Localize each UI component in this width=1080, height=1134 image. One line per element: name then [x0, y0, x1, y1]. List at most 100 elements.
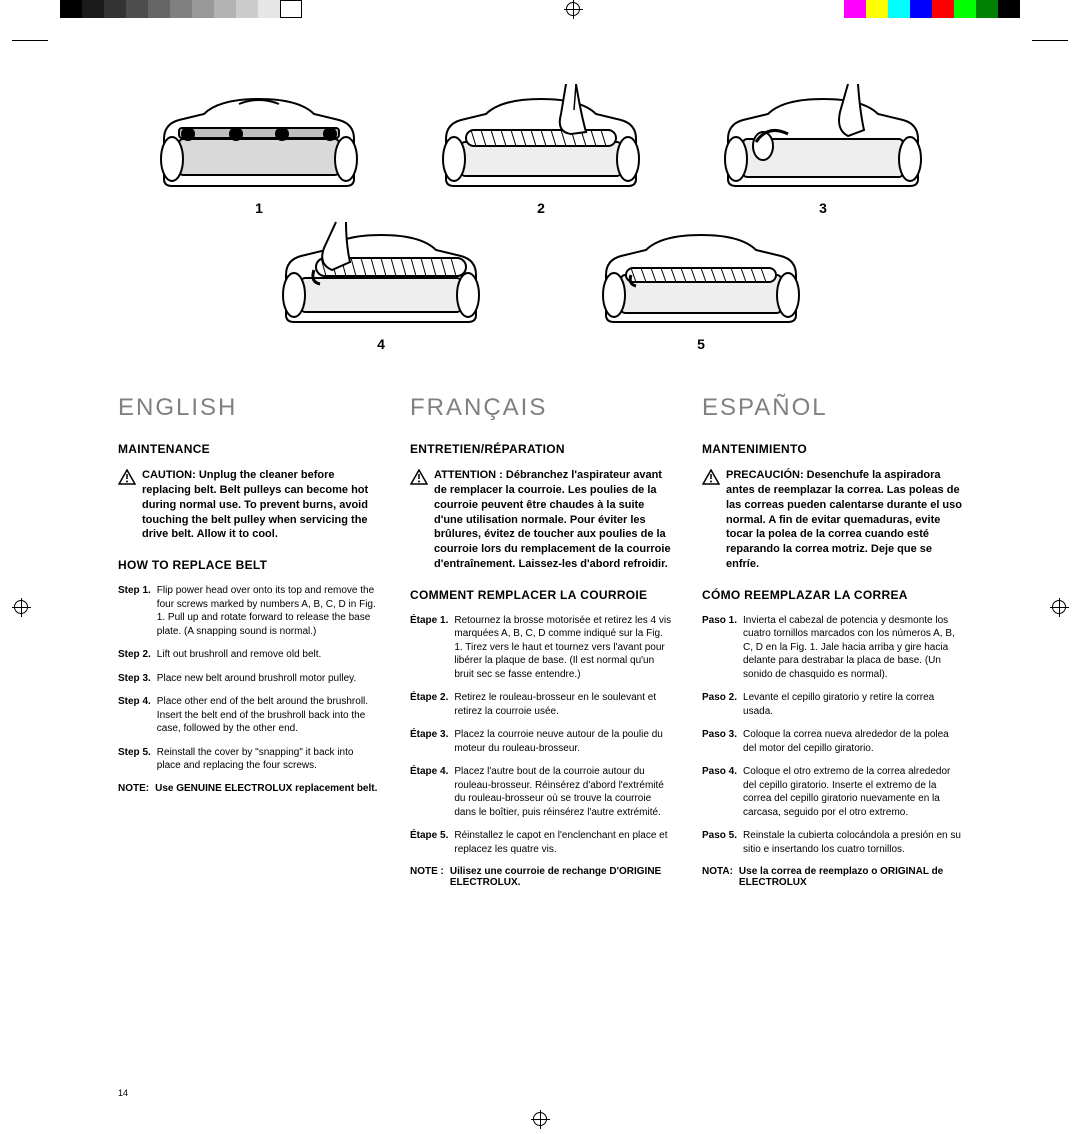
step-label: Étape 3. [410, 728, 448, 755]
step-item: Étape 3.Placez la courroie neuve autour … [410, 728, 672, 755]
step-text: Place other end of the belt around the b… [157, 695, 380, 736]
caution-block: CAUTION: Unplug the cleaner before repla… [118, 468, 380, 542]
note-block: NOTA: Use la correa de reemplazo o ORIGI… [702, 866, 964, 888]
step-item: Paso 4.Coloque el otro extremo de la cor… [702, 765, 964, 819]
note-block: NOTE: Use GENUINE ELECTROLUX replacement… [118, 783, 380, 794]
section-heading: MAINTENANCE [118, 442, 380, 456]
step-label: Étape 4. [410, 765, 448, 819]
warning-icon [118, 469, 136, 485]
step-label: Étape 1. [410, 614, 448, 682]
step-label: Paso 5. [702, 829, 737, 856]
figure-number: 2 [537, 200, 545, 216]
step-text: Reinstale la cubierta colocándola a pres… [743, 829, 964, 856]
step-label: Étape 2. [410, 691, 448, 718]
lang-heading: FRANÇAIS [410, 394, 672, 422]
note-block: NOTE : Uilisez une courroie de rechange … [410, 866, 672, 888]
column-francais: FRANÇAIS ENTRETIEN/RÉPARATION ATTENTION … [410, 394, 672, 888]
section-heading: HOW TO REPLACE BELT [118, 558, 380, 572]
svg-text:C: C [279, 130, 285, 139]
step-text: Lift out brushroll and remove old belt. [157, 648, 380, 662]
note-label: NOTA: [702, 866, 733, 888]
step-text: Coloque la correa nueva alrededor de la … [743, 728, 964, 755]
crop-mark [1032, 40, 1068, 41]
step-text: Invierta el cabezal de potencia y desmon… [743, 614, 964, 682]
step-item: Paso 1.Invierta el cabezal de potencia y… [702, 614, 964, 682]
step-label: Step 5. [118, 746, 151, 773]
figure-5: 5 [586, 220, 816, 352]
figure-number: 3 [819, 200, 827, 216]
caution-text: PRECAUCIÓN: Desenchufe la aspiradora ant… [726, 468, 964, 572]
column-english: ENGLISH MAINTENANCE CAUTION: Unplug the … [118, 394, 380, 888]
caution-text: CAUTION: Unplug the cleaner before repla… [142, 468, 380, 542]
figure-area: A B C D 1 [118, 84, 964, 386]
figure-number: 1 [255, 200, 263, 216]
registration-mark-right [1052, 600, 1066, 614]
step-label: Paso 2. [702, 691, 737, 718]
note-label: NOTE: [118, 783, 149, 794]
note-text: Use la correa de reemplazo o ORIGINAL de… [739, 866, 964, 888]
svg-text:A: A [185, 130, 191, 139]
svg-text:D: D [327, 130, 333, 139]
column-espanol: ESPAÑOL MANTENIMIENTO PRECAUCIÓN: Desenc… [702, 394, 964, 888]
step-item: Paso 3.Coloque la correa nueva alrededor… [702, 728, 964, 755]
step-text: Levante el cepillo giratorio y retire la… [743, 691, 964, 718]
lang-heading: ESPAÑOL [702, 394, 964, 422]
step-text: Flip power head over onto its top and re… [157, 584, 380, 638]
step-item: Step 2. Lift out brushroll and remove old… [118, 648, 380, 662]
step-label: Paso 1. [702, 614, 737, 682]
step-item: Step 4.Place other end of the belt aroun… [118, 695, 380, 736]
figure-4: 4 [266, 220, 496, 352]
section-heading: ENTRETIEN/RÉPARATION [410, 442, 672, 456]
step-item: Paso 5.Reinstale la cubierta colocándola… [702, 829, 964, 856]
step-text: Place new belt around brushroll motor pu… [157, 672, 380, 686]
step-item: Étape 1.Retournez la brosse motorisée et… [410, 614, 672, 682]
step-item: Étape 2.Retirez le rouleau-brosseur en l… [410, 691, 672, 718]
figure-number: 4 [377, 336, 385, 352]
step-item: Step 1.Flip power head over onto its top… [118, 584, 380, 638]
step-label: Paso 4. [702, 765, 737, 819]
steps-list: Step 1.Flip power head over onto its top… [118, 584, 380, 773]
figure-2: 2 [426, 84, 656, 216]
step-text: Réinstallez le capot en l'enclenchant en… [454, 829, 672, 856]
note-text: Use GENUINE ELECTROLUX replacement belt. [155, 783, 377, 794]
registration-mark-left [14, 600, 28, 614]
steps-list: Étape 1.Retournez la brosse motorisée et… [410, 614, 672, 857]
crop-mark [12, 40, 48, 41]
note-label: NOTE : [410, 866, 444, 888]
step-text: Reinstall the cover by "snapping" it bac… [157, 746, 380, 773]
steps-list: Paso 1.Invierta el cabezal de potencia y… [702, 614, 964, 857]
color-swatches [844, 0, 1020, 18]
caution-block: ATTENTION : Débranchez l'aspirateur avan… [410, 468, 672, 572]
section-heading: CÓMO REEMPLAZAR LA CORREA [702, 588, 964, 602]
caution-text: ATTENTION : Débranchez l'aspirateur avan… [434, 468, 672, 572]
step-text: Retournez la brosse motorisée et retirez… [454, 614, 672, 682]
step-label: Step 3. [118, 672, 151, 686]
step-label: Step 1. [118, 584, 151, 638]
step-label: Étape 5. [410, 829, 448, 856]
step-item: Paso 2.Levante el cepillo giratorio y re… [702, 691, 964, 718]
figure-number: 5 [697, 336, 705, 352]
step-label: Step 2. [118, 648, 151, 662]
step-item: Step 5.Reinstall the cover by "snapping"… [118, 746, 380, 773]
figure-3: 3 [708, 84, 938, 216]
grayscale-swatches [60, 0, 302, 18]
content-columns: ENGLISH MAINTENANCE CAUTION: Unplug the … [118, 394, 964, 888]
warning-icon [410, 469, 428, 485]
caution-block: PRECAUCIÓN: Desenchufe la aspiradora ant… [702, 468, 964, 572]
section-heading: MANTENIMIENTO [702, 442, 964, 456]
step-item: Étape 4.Placez l'autre bout de la courro… [410, 765, 672, 819]
warning-icon [702, 469, 720, 485]
note-text: Uilisez une courroie de rechange D'ORIGI… [450, 866, 672, 888]
registration-mark-bottom [533, 1112, 547, 1126]
step-item: Step 3. Place new belt around brushroll m… [118, 672, 380, 686]
printer-color-bar [0, 0, 1080, 18]
page-number: 14 [118, 1088, 128, 1098]
section-heading: COMMENT REMPLACER LA COURROIE [410, 588, 672, 602]
figure-1: A B C D 1 [144, 84, 374, 216]
step-text: Placez l'autre bout de la courroie autou… [454, 765, 672, 819]
step-text: Coloque el otro extremo de la correa alr… [743, 765, 964, 819]
step-text: Placez la courroie neuve autour de la po… [454, 728, 672, 755]
registration-mark-top [563, 0, 583, 18]
step-item: Étape 5.Réinstallez le capot en l'enclen… [410, 829, 672, 856]
step-label: Step 4. [118, 695, 151, 736]
